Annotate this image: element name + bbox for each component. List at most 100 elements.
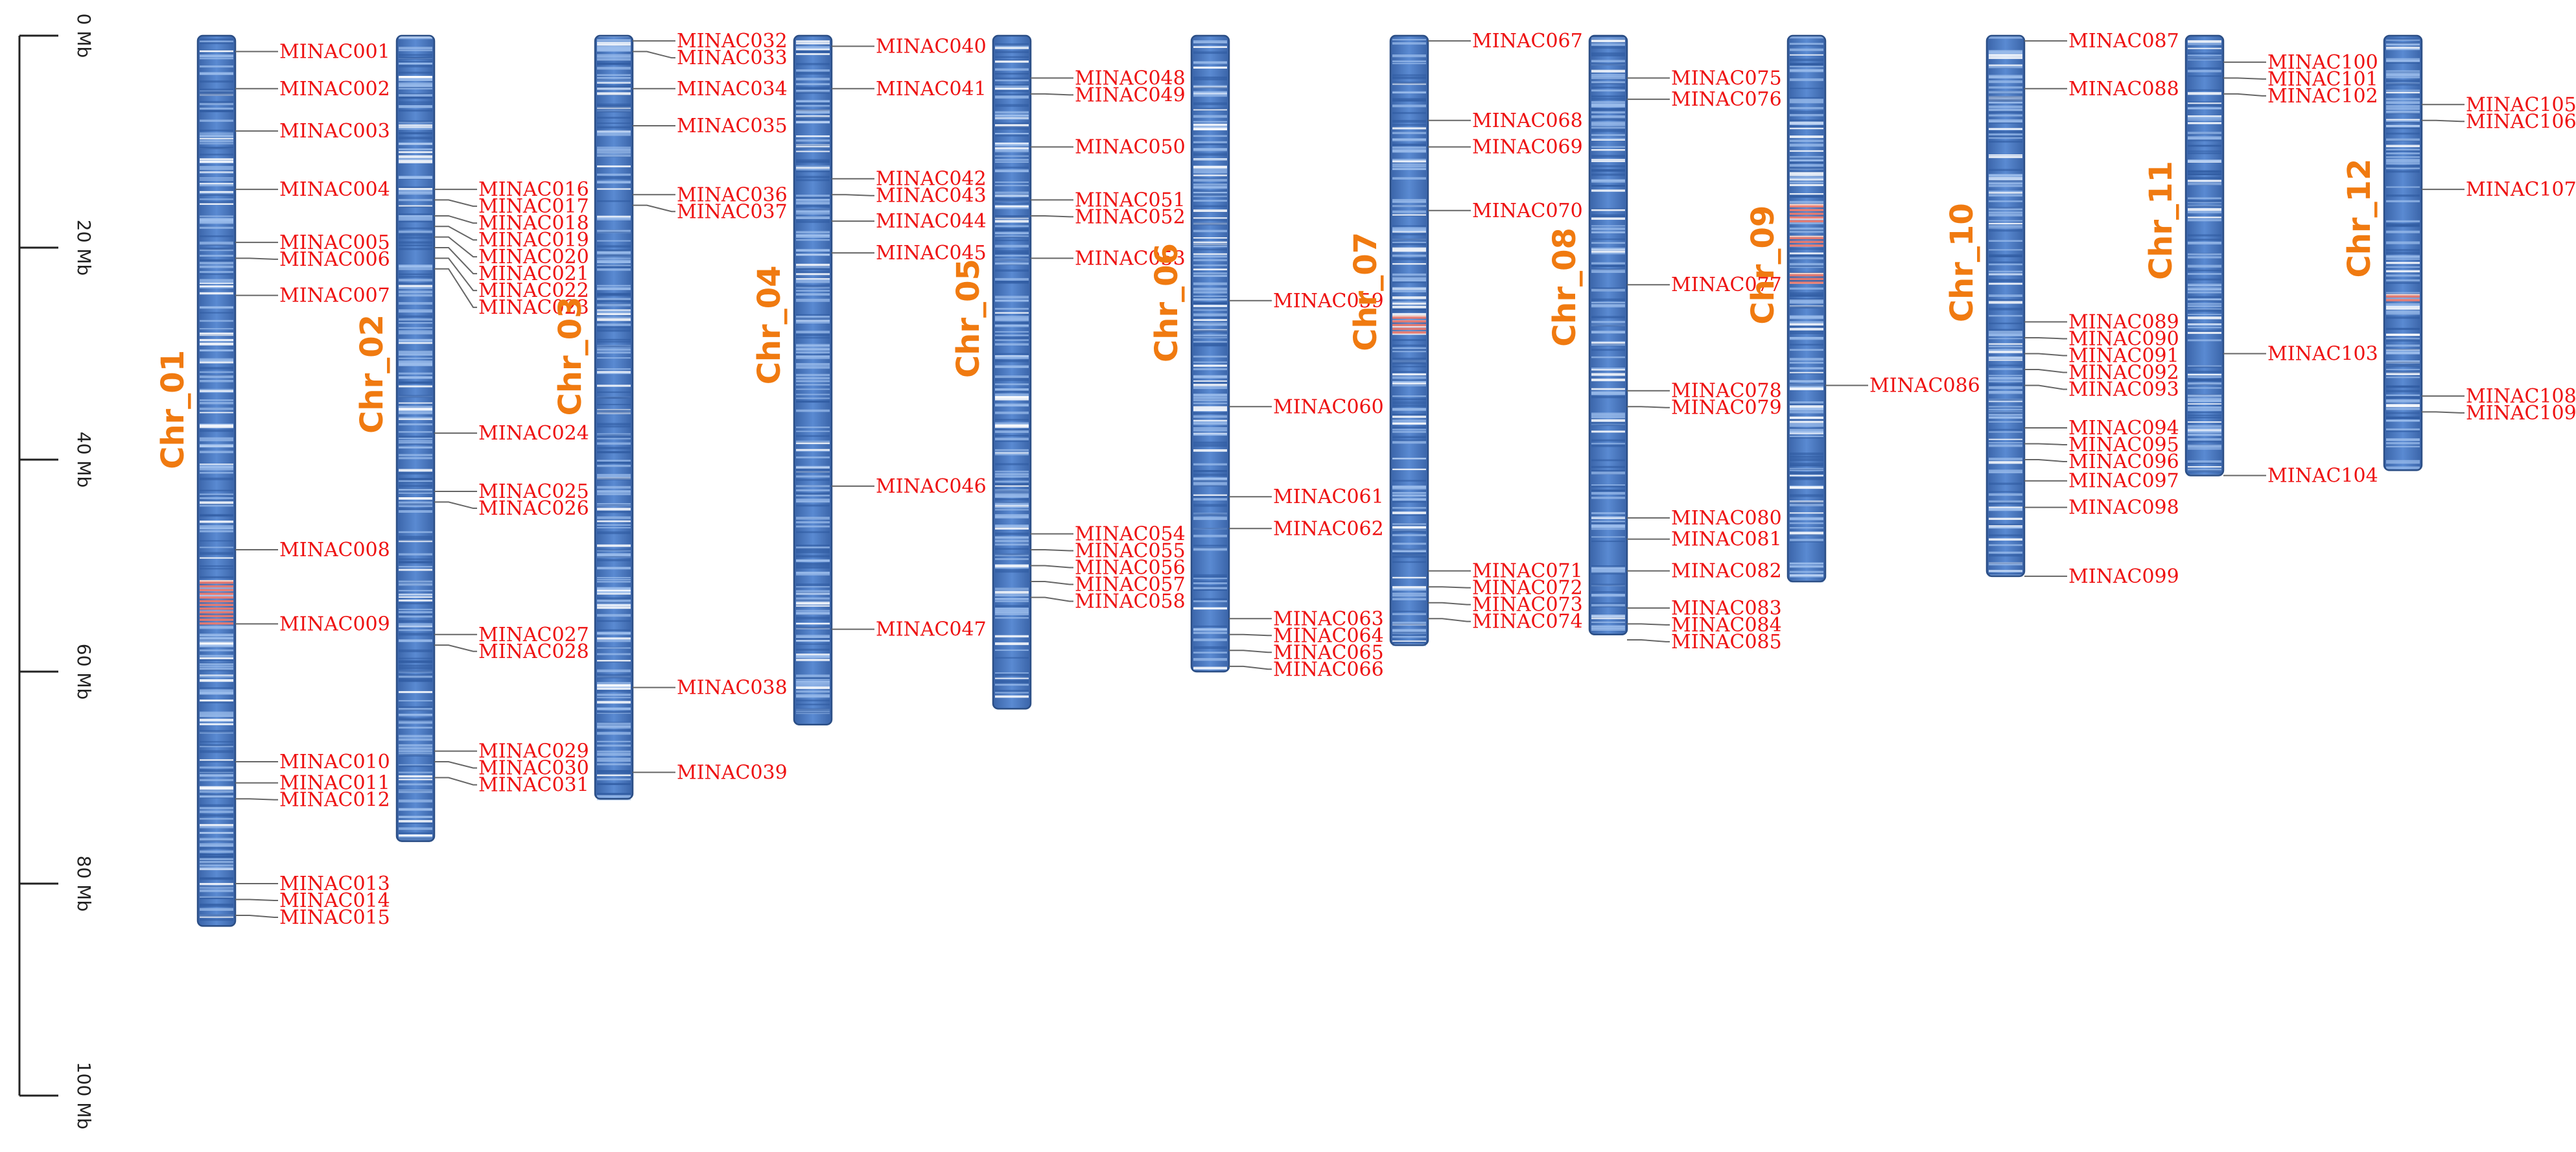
density-band bbox=[200, 135, 233, 138]
density-band bbox=[2386, 105, 2420, 108]
density-band bbox=[796, 640, 830, 642]
density-band bbox=[399, 85, 432, 88]
density-band bbox=[1193, 174, 1227, 176]
density-band bbox=[995, 225, 1029, 228]
density-band bbox=[1790, 126, 1823, 128]
density-band bbox=[1790, 174, 1823, 176]
density-band bbox=[200, 886, 233, 889]
density-hotspot bbox=[200, 607, 233, 610]
density-band bbox=[399, 690, 432, 694]
density-band bbox=[1989, 364, 2022, 366]
density-band bbox=[399, 76, 432, 78]
density-band bbox=[1790, 332, 1823, 335]
density-band bbox=[597, 318, 631, 322]
density-band bbox=[1392, 257, 1426, 261]
density-band bbox=[1392, 403, 1426, 405]
density-band bbox=[1193, 494, 1227, 496]
gene-label: MINAC021 bbox=[478, 263, 589, 285]
gene-label: MINAC088 bbox=[2068, 78, 2179, 100]
density-band bbox=[399, 93, 432, 95]
density-band bbox=[1392, 63, 1426, 64]
density-band bbox=[2386, 82, 2420, 86]
density-band bbox=[1989, 534, 2022, 537]
gene-label: MINAC102 bbox=[2267, 85, 2378, 108]
density-band bbox=[1989, 383, 2022, 386]
density-band bbox=[399, 674, 432, 677]
density-band bbox=[200, 804, 233, 807]
density-band bbox=[200, 861, 233, 863]
density-band bbox=[1392, 350, 1426, 353]
density-band bbox=[399, 410, 432, 413]
density-band bbox=[1392, 514, 1426, 516]
density-band bbox=[1989, 279, 2022, 281]
density-band bbox=[796, 648, 830, 651]
density-hotspot bbox=[1790, 205, 1823, 208]
density-band bbox=[1392, 371, 1426, 373]
density-band bbox=[1392, 554, 1426, 556]
density-band bbox=[1193, 449, 1227, 452]
density-band bbox=[796, 40, 830, 43]
gene-label: MINAC062 bbox=[1273, 517, 1384, 540]
density-band bbox=[1790, 330, 1823, 332]
density-band bbox=[399, 47, 432, 50]
density-band bbox=[1790, 167, 1823, 170]
density-band bbox=[995, 169, 1029, 172]
density-band bbox=[597, 351, 631, 354]
gene-connector bbox=[1229, 650, 1272, 653]
density-band bbox=[1591, 52, 1625, 55]
density-band bbox=[399, 290, 432, 294]
density-band bbox=[796, 210, 830, 213]
density-band bbox=[995, 536, 1029, 538]
density-band bbox=[2188, 139, 2221, 141]
density-band bbox=[2188, 303, 2221, 305]
density-band bbox=[200, 40, 233, 43]
density-band bbox=[1989, 154, 2022, 156]
density-band bbox=[1392, 468, 1426, 471]
density-band bbox=[1193, 40, 1227, 43]
gene-connector bbox=[2223, 93, 2266, 97]
density-band bbox=[995, 438, 1029, 441]
density-band bbox=[1193, 78, 1227, 80]
density-band bbox=[597, 693, 631, 696]
density-band bbox=[1193, 61, 1227, 63]
density-band bbox=[1193, 141, 1227, 144]
density-band bbox=[399, 109, 432, 112]
density-band bbox=[2386, 98, 2420, 100]
density-band bbox=[399, 565, 432, 568]
density-band bbox=[597, 404, 631, 405]
density-band bbox=[1591, 524, 1625, 526]
density-band bbox=[1193, 287, 1227, 290]
density-band bbox=[597, 684, 631, 687]
density-band bbox=[995, 397, 1029, 401]
gene-connector bbox=[2024, 353, 2067, 357]
density-band bbox=[1989, 279, 2022, 283]
density-band bbox=[796, 572, 830, 576]
density-band bbox=[995, 504, 1029, 507]
density-band bbox=[1193, 381, 1227, 383]
density-band bbox=[2188, 53, 2221, 54]
density-band bbox=[200, 860, 233, 863]
density-band bbox=[399, 104, 432, 108]
density-band bbox=[1591, 417, 1625, 419]
density-band bbox=[796, 333, 830, 336]
density-band bbox=[597, 105, 631, 109]
density-band bbox=[399, 594, 432, 596]
gene-label: MINAC061 bbox=[1273, 486, 1384, 508]
density-band bbox=[2188, 425, 2221, 428]
density-band bbox=[399, 103, 432, 106]
density-band bbox=[995, 569, 1029, 571]
density-band bbox=[1591, 414, 1625, 417]
density-band bbox=[796, 597, 830, 600]
density-band bbox=[1591, 111, 1625, 113]
density-band bbox=[796, 683, 830, 686]
density-band bbox=[2188, 150, 2221, 152]
density-band bbox=[796, 150, 830, 152]
density-band bbox=[1989, 121, 2022, 123]
density-band bbox=[399, 158, 432, 161]
density-band bbox=[995, 473, 1029, 476]
density-band bbox=[1790, 101, 1823, 104]
density-band bbox=[597, 148, 631, 150]
density-band bbox=[200, 525, 233, 528]
density-band bbox=[796, 493, 830, 495]
density-band bbox=[796, 430, 830, 432]
